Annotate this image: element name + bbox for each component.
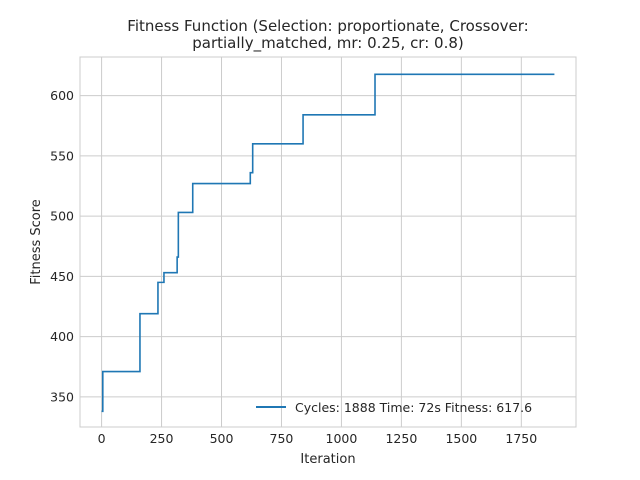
chart-title-line-2: partially_matched, mr: 0.25, cr: 0.8) <box>192 34 464 53</box>
grid-lines <box>80 57 576 427</box>
x-tick-label: 1750 <box>505 431 537 446</box>
y-tick-label: 400 <box>50 329 74 344</box>
x-tick-label: 1500 <box>445 431 477 446</box>
y-axis-label: Fitness Score <box>29 199 44 285</box>
x-tick-label: 500 <box>210 431 234 446</box>
series-group <box>101 73 555 413</box>
y-tick-label: 450 <box>50 269 74 284</box>
plot-area <box>79 56 577 428</box>
y-tick-label: 600 <box>50 88 74 103</box>
x-axis-ticks: 0 250 500 750 1000 1250 1500 1750 <box>98 431 538 446</box>
y-tick-label: 350 <box>50 389 74 404</box>
x-tick-label: 0 <box>98 431 106 446</box>
y-tick-label: 500 <box>50 209 74 224</box>
series-line <box>101 73 555 413</box>
legend: Cycles: 1888 Time: 72s Fitness: 617.6 <box>256 400 532 415</box>
x-tick-label: 1000 <box>326 431 358 446</box>
legend-label: Cycles: 1888 Time: 72s Fitness: 617.6 <box>295 400 532 415</box>
x-tick-label: 1250 <box>385 431 417 446</box>
x-tick-label: 750 <box>270 431 294 446</box>
y-axis-ticks: 350 400 450 500 550 600 <box>50 88 74 404</box>
x-tick-label: 250 <box>150 431 174 446</box>
x-axis-label: Iteration <box>300 452 355 467</box>
y-tick-label: 550 <box>50 148 74 163</box>
chart-title-line-1: Fitness Function (Selection: proportiona… <box>127 17 528 35</box>
